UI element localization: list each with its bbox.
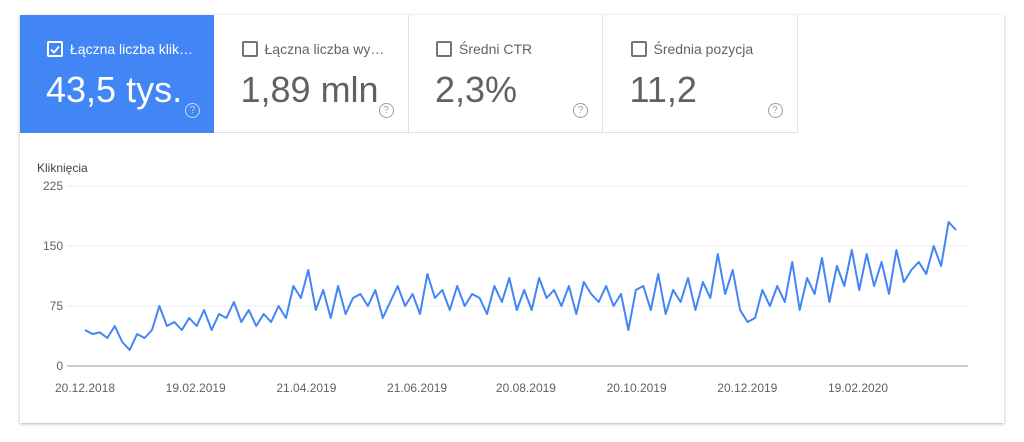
y-tick-label: 150: [43, 239, 63, 253]
x-tick-label: 20.12.2019: [717, 381, 777, 395]
metric-label-text: Łączna liczba wy…: [264, 41, 385, 57]
metric-label-text: Średni CTR: [459, 41, 533, 57]
metric-value: 2,3%: [435, 69, 518, 110]
x-tick-label: 19.02.2019: [166, 381, 226, 395]
metric-value: 1,89 mln: [240, 69, 379, 110]
checkbox-icon[interactable]: [630, 41, 647, 57]
metric-tile-0[interactable]: Łączna liczba klik… 43,5 tys. ?: [20, 15, 214, 133]
x-tick-label: 20.12.2018: [55, 381, 115, 395]
help-icon[interactable]: ?: [378, 103, 394, 118]
x-tick-label: 20.08.2019: [496, 381, 556, 395]
metric-value: 11,2: [629, 69, 697, 110]
checkbox-icon[interactable]: [436, 41, 452, 57]
checkbox-icon[interactable]: [241, 41, 258, 57]
help-icon[interactable]: ?: [767, 103, 783, 118]
metric-tile-3[interactable]: Średnia pozycja 11,2 ?: [603, 15, 798, 133]
metric-value: 43,5 tys.: [46, 69, 183, 110]
clicks-series-line: [84, 221, 957, 351]
metric-label: Średnia pozycja: [630, 41, 754, 57]
checkbox-checked-icon[interactable]: [47, 41, 63, 57]
y-tick-label: 75: [50, 299, 64, 313]
x-tick-label: 21.04.2019: [276, 381, 336, 395]
clicks-chart: Kliknięcia 0 75 150 225 20.12.2018 19.02.2019 2…: [37, 161, 968, 395]
y-tick-label: 0: [56, 359, 63, 373]
metric-label-text: Łączna liczba klik…: [70, 41, 193, 57]
performance-card: Łączna liczba klik… 43,5 tys. ? Łączna li…: [20, 15, 1004, 423]
x-tick-label: 21.06.2019: [387, 381, 447, 395]
metric-tile-2[interactable]: Średni CTR 2,3% ?: [409, 15, 603, 133]
x-tick-label: 20.10.2019: [607, 381, 667, 395]
metric-label: Łączna liczba klik…: [47, 41, 193, 57]
help-icon[interactable]: ?: [573, 103, 588, 118]
metric-tile-1[interactable]: Łączna liczba wy… 1,89 mln ?: [214, 15, 409, 133]
y-tick-label: 225: [43, 179, 63, 193]
help-icon[interactable]: ?: [185, 103, 200, 118]
metric-label: Średni CTR: [436, 41, 532, 57]
y-axis-label: Kliknięcia: [37, 161, 88, 175]
metric-label-text: Średnia pozycja: [653, 41, 754, 57]
metric-label: Łączna liczba wy…: [241, 41, 385, 57]
x-tick-label: 19.02.2020: [828, 381, 888, 395]
